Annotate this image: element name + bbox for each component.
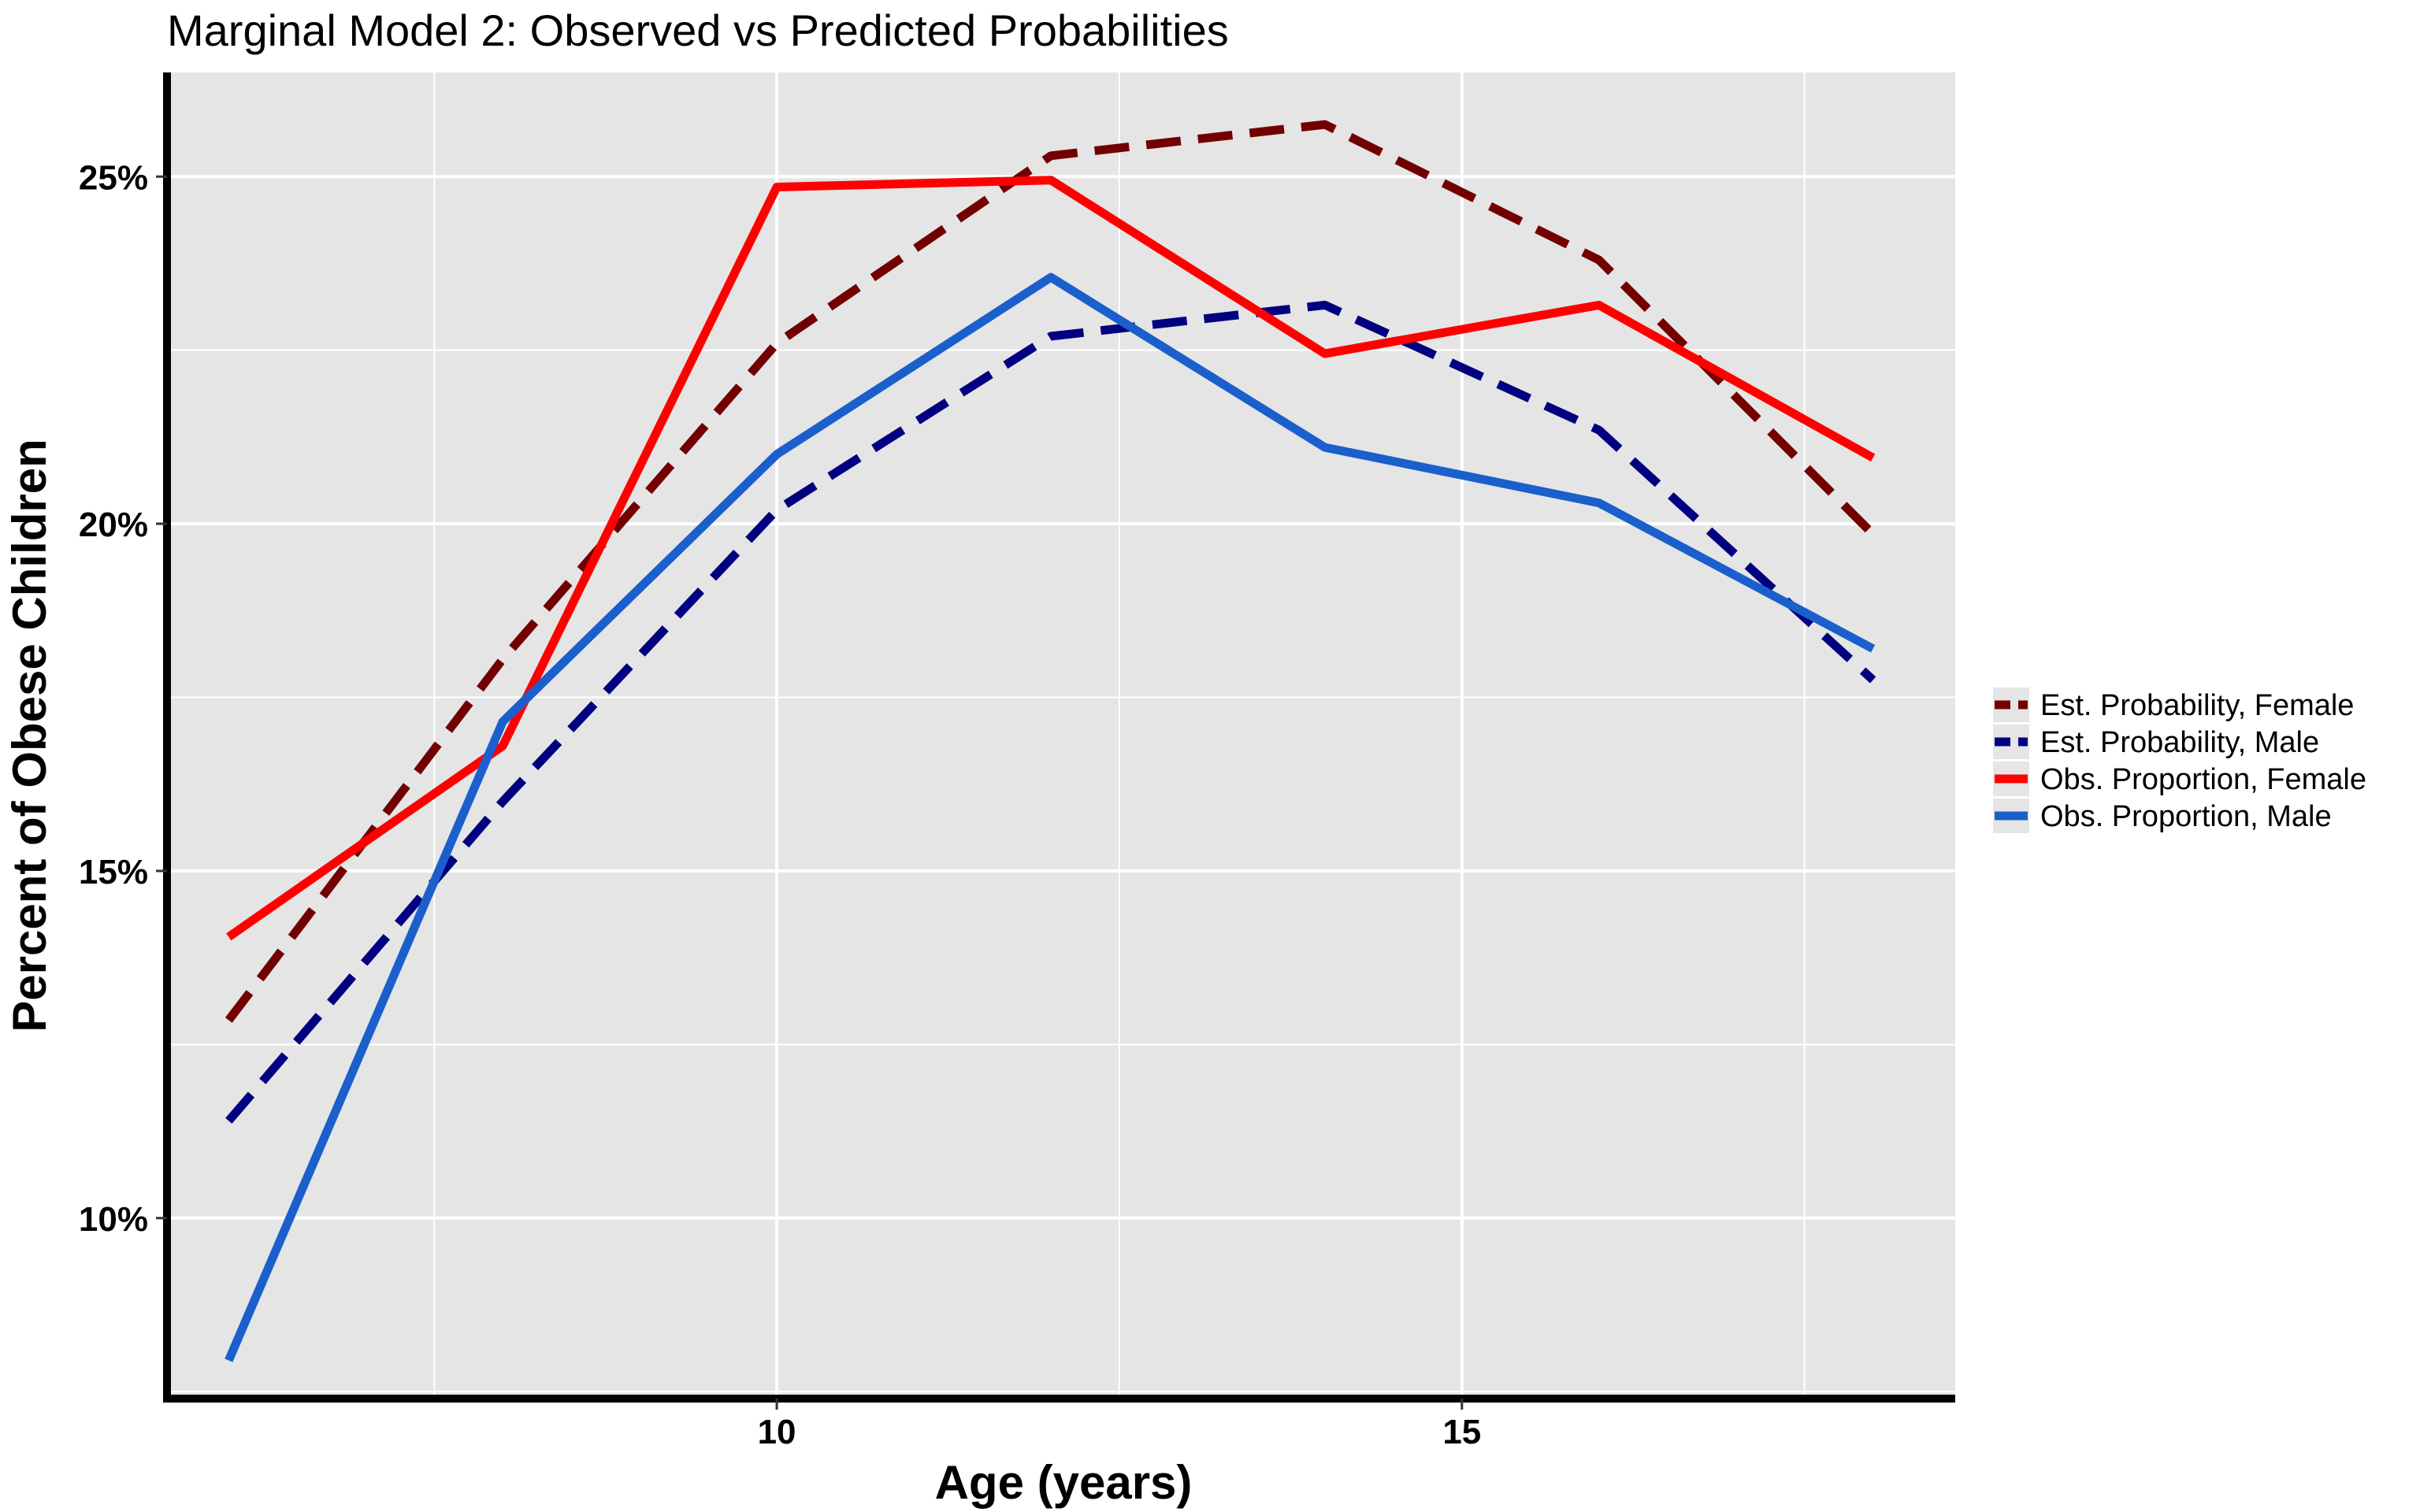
- series-line-2: [226, 176, 1876, 941]
- y-tick-label: 15%: [79, 853, 148, 891]
- x-tick-label: 10: [758, 1413, 796, 1451]
- y-tick-label: 10%: [79, 1200, 148, 1239]
- series-line-0: [225, 120, 1876, 1023]
- y-axis-title: Percent of Obese Children: [3, 439, 56, 1032]
- plot-panel: [167, 72, 1955, 1399]
- minor-gridlines: [167, 72, 1955, 1399]
- legend-label: Obs. Proportion, Female: [2040, 763, 2366, 796]
- series-line-1: [225, 300, 1876, 1124]
- legend-label: Est. Probability, Male: [2040, 726, 2319, 759]
- chart-title: Marginal Model 2: Observed vs Predicted …: [167, 6, 1229, 55]
- x-tick-label: 15: [1442, 1413, 1481, 1451]
- legend-label: Est. Probability, Female: [2040, 689, 2354, 722]
- legend: Est. Probability, Female Est. Probability…: [1993, 687, 2366, 833]
- major-gridlines: [167, 72, 1955, 1399]
- x-axis-title: Age (years): [935, 1456, 1193, 1509]
- series-lines: [225, 120, 1876, 1362]
- y-tick-label: 20%: [79, 506, 148, 544]
- x-axis-ticks: 10 15: [758, 1399, 1481, 1451]
- legend-label: Obs. Proportion, Male: [2040, 800, 2332, 833]
- y-tick-label: 25%: [79, 158, 148, 197]
- y-axis-ticks: 10% 15% 20% 25%: [79, 158, 167, 1239]
- series-line-3: [225, 272, 1876, 1362]
